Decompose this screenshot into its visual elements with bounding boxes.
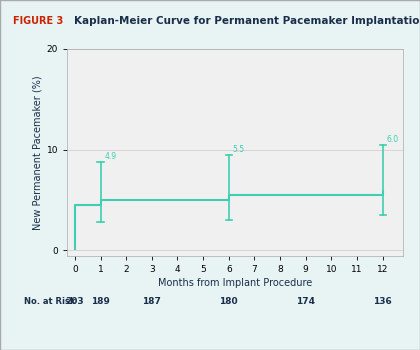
Text: No. at Risk: No. at Risk (24, 297, 75, 306)
Text: Kaplan-Meier Curve for Permanent Pacemaker Implantation: Kaplan-Meier Curve for Permanent Pacemak… (74, 16, 420, 26)
Text: 6.0: 6.0 (386, 135, 399, 144)
Text: FIGURE 3: FIGURE 3 (13, 16, 63, 26)
Text: 203: 203 (66, 297, 84, 306)
X-axis label: Months from Implant Procedure: Months from Implant Procedure (158, 278, 312, 288)
Text: 136: 136 (373, 297, 392, 306)
Y-axis label: New Permanent Pacemaker (%): New Permanent Pacemaker (%) (32, 75, 42, 230)
Text: 187: 187 (142, 297, 161, 306)
Text: 5.5: 5.5 (233, 145, 245, 154)
Text: 189: 189 (91, 297, 110, 306)
Text: 4.9: 4.9 (105, 152, 116, 161)
Text: 174: 174 (296, 297, 315, 306)
Text: 180: 180 (220, 297, 238, 306)
